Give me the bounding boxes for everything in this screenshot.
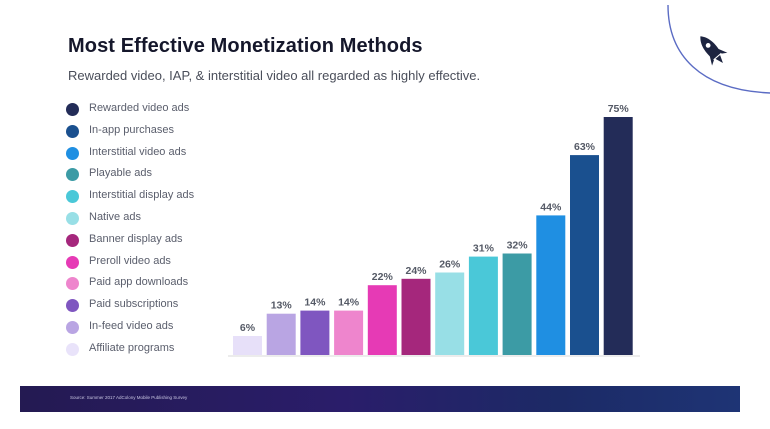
legend-swatch	[66, 190, 79, 204]
legend-label: Affiliate programs	[89, 341, 175, 354]
bar-value-label: 14%	[338, 297, 360, 309]
legend-label: Interstitial display ads	[89, 189, 195, 202]
legend-item: Interstitial video ads	[66, 144, 236, 166]
bar-in-feed-video-ads	[266, 313, 296, 355]
bar-value-label: 6%	[240, 322, 256, 334]
footer-bar: Source: Summer 2017 AdColony Mobile Publ…	[20, 386, 740, 412]
legend-label: Banner display ads	[89, 232, 183, 245]
legend-label: Playable ads	[89, 167, 152, 180]
legend-swatch	[66, 168, 79, 182]
bar-value-label: 14%	[304, 297, 326, 309]
legend-swatch	[66, 342, 79, 356]
chart-title: Most Effective Monetization Methods	[68, 35, 423, 57]
bar-in-app-purchases	[570, 155, 599, 355]
bar-interstitial-display-ads	[468, 256, 498, 355]
chart-subtitle: Rewarded video, IAP, & interstitial vide…	[68, 68, 481, 83]
bar-value-label: 31%	[473, 243, 495, 255]
bar-playable-ads	[502, 253, 532, 355]
legend-label: Rewarded video ads	[89, 102, 190, 114]
legend-item: Native ads	[66, 209, 236, 231]
bar-value-label: 44%	[540, 201, 562, 213]
bar-value-label: 26%	[439, 259, 461, 271]
legend-swatch	[66, 124, 79, 138]
bar-rewarded-video-ads	[603, 117, 633, 355]
bar-value-label: 22%	[372, 271, 394, 283]
legend-item: Interstitial display ads	[66, 187, 236, 209]
legend-label: In-feed video ads	[89, 319, 174, 332]
legend-label: In-app purchases	[89, 123, 174, 136]
logo-arc	[667, 4, 770, 94]
bar-paid-subscriptions	[300, 310, 330, 355]
legend-item: In-feed video ads	[66, 318, 236, 340]
bar-preroll-video-ads	[367, 285, 397, 355]
bar-value-label: 24%	[405, 265, 427, 277]
bar-value-label: 32%	[507, 240, 529, 252]
legend-swatch	[66, 277, 79, 291]
legend-swatch	[66, 233, 79, 247]
legend-item: Preroll video ads	[66, 253, 236, 275]
source-note: Source: Summer 2017 AdColony Mobile Publ…	[70, 395, 188, 400]
legend-item: In-app purchases	[66, 122, 236, 144]
legend-item: Playable ads	[66, 165, 236, 187]
bar-interstitial-video-ads	[536, 215, 566, 355]
bar-value-label: 63%	[574, 141, 596, 153]
rocket-icon	[700, 36, 728, 66]
legend: Rewarded video ads In-app purchases Inters…	[66, 100, 236, 362]
bar-paid-app-downloads	[334, 310, 364, 355]
legend-label: Paid app downloads	[89, 276, 189, 289]
legend-item: Paid subscriptions	[66, 296, 236, 318]
legend-swatch	[66, 146, 79, 160]
legend-item: Rewarded video ads	[66, 100, 236, 122]
legend-label: Paid subscriptions	[89, 298, 179, 311]
legend-label: Native ads	[89, 210, 141, 223]
brand-logo	[667, 4, 770, 94]
legend-swatch	[66, 255, 79, 269]
bar-banner-display-ads	[401, 278, 431, 355]
legend-item: Banner display ads	[66, 231, 236, 253]
legend-swatch	[66, 103, 79, 116]
legend-swatch	[66, 211, 79, 225]
bar-native-ads	[435, 272, 465, 355]
legend-item: Affiliate programs	[66, 340, 236, 362]
bar-affiliate-programs	[233, 336, 262, 355]
bar-value-label: 13%	[271, 300, 293, 312]
legend-item: Paid app downloads	[66, 274, 236, 296]
legend-swatch	[66, 299, 79, 313]
bar-value-label: 75%	[608, 103, 630, 115]
legend-label: Interstitial video ads	[89, 145, 187, 158]
legend-label: Preroll video ads	[89, 254, 171, 267]
legend-swatch	[66, 320, 79, 334]
